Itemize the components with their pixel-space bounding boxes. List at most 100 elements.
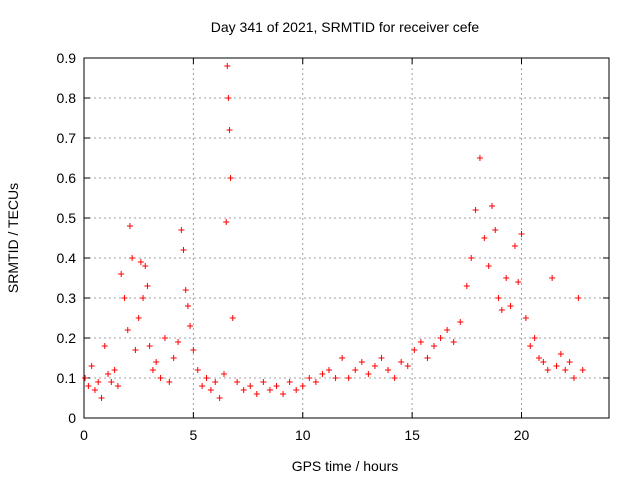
data-point [431, 343, 437, 349]
data-point [175, 339, 182, 345]
data-point [286, 379, 293, 385]
data-point [437, 335, 444, 341]
data-point [566, 359, 573, 365]
data-point [225, 95, 232, 101]
data-point [411, 347, 418, 353]
data-point [332, 375, 339, 381]
y-tick-label: 0.4 [57, 250, 77, 266]
data-point [184, 303, 191, 309]
data-point [518, 231, 525, 237]
data-point [463, 283, 470, 289]
data-point [319, 371, 326, 377]
data-point [515, 279, 522, 285]
data-point [378, 355, 385, 361]
data-point [234, 379, 241, 385]
data-point [146, 343, 153, 349]
x-tick-label: 5 [189, 427, 197, 443]
data-point [544, 367, 551, 373]
data-point [212, 379, 219, 385]
x-axis-label: GPS time / hours [292, 458, 399, 474]
data-point [527, 343, 534, 349]
data-point [137, 259, 144, 265]
data-point [135, 315, 142, 321]
data-point [385, 367, 392, 373]
data-point [562, 367, 569, 373]
data-point [111, 367, 118, 373]
data-point [326, 367, 332, 373]
data-point [495, 295, 502, 301]
data-point [417, 339, 424, 345]
data-point [121, 295, 128, 301]
data-point [472, 207, 479, 213]
data-point [511, 243, 518, 249]
data-point [161, 335, 168, 341]
data-point [253, 391, 260, 397]
data-point [280, 391, 287, 397]
x-tick-label: 0 [80, 427, 88, 443]
data-point [88, 363, 95, 369]
data-point [178, 227, 185, 233]
data-point [391, 375, 398, 381]
data-point [126, 223, 133, 229]
data-point [507, 303, 514, 309]
data-point [557, 351, 564, 357]
axis-ticks: 0 0.1 0.2 0.3 0.4 0.5 0.6 0.7 0.8 0.9 0 5 10 15 20 [57, 50, 609, 443]
data-point [571, 375, 577, 381]
data-point [207, 387, 214, 393]
data-point [260, 379, 267, 385]
data-point [91, 387, 98, 393]
data-point [223, 219, 230, 225]
data-point [404, 363, 411, 369]
data-point [365, 371, 372, 377]
data-point [114, 383, 121, 389]
y-axis-label: SRMTID / TECUs [5, 183, 21, 293]
data-point [575, 295, 582, 301]
y-tick-label: 0.2 [57, 330, 77, 346]
data-point [227, 175, 234, 181]
data-point [170, 355, 177, 361]
x-tick-label: 15 [404, 427, 420, 443]
data-point [82, 375, 89, 381]
data-point [221, 371, 227, 377]
data-point [142, 263, 149, 269]
data-point [140, 295, 147, 301]
data-point [194, 367, 201, 373]
data-point [358, 359, 365, 365]
data-point [190, 347, 197, 353]
data-point [224, 63, 231, 69]
y-tick-label: 0.3 [57, 290, 77, 306]
data-point [199, 383, 206, 389]
data-point [216, 395, 223, 401]
data-point [457, 319, 464, 325]
data-point [468, 255, 475, 261]
data-point [166, 379, 173, 385]
data-point [371, 363, 378, 369]
y-tick-label: 0.7 [57, 130, 77, 146]
data-point [444, 327, 451, 333]
data-point [98, 395, 105, 401]
data-point [266, 387, 273, 393]
data-point [450, 339, 457, 345]
data-point [540, 359, 547, 365]
data-point [101, 343, 108, 349]
data-point [157, 375, 164, 381]
data-point [187, 323, 194, 329]
data-point [536, 355, 542, 361]
data-point [226, 127, 233, 133]
y-tick-label: 0.6 [57, 170, 77, 186]
data-point [424, 355, 431, 361]
data-point [481, 235, 488, 241]
y-tick-label: 0.5 [57, 210, 77, 226]
data-point [129, 255, 136, 261]
data-point [180, 247, 187, 253]
data-point [485, 263, 492, 269]
data-point [531, 335, 538, 341]
data-point [522, 315, 529, 321]
data-point [203, 375, 210, 381]
data-point [149, 367, 156, 373]
data-point [124, 327, 131, 333]
data-point [293, 387, 300, 393]
data-point [553, 363, 560, 369]
data-point [144, 283, 151, 289]
